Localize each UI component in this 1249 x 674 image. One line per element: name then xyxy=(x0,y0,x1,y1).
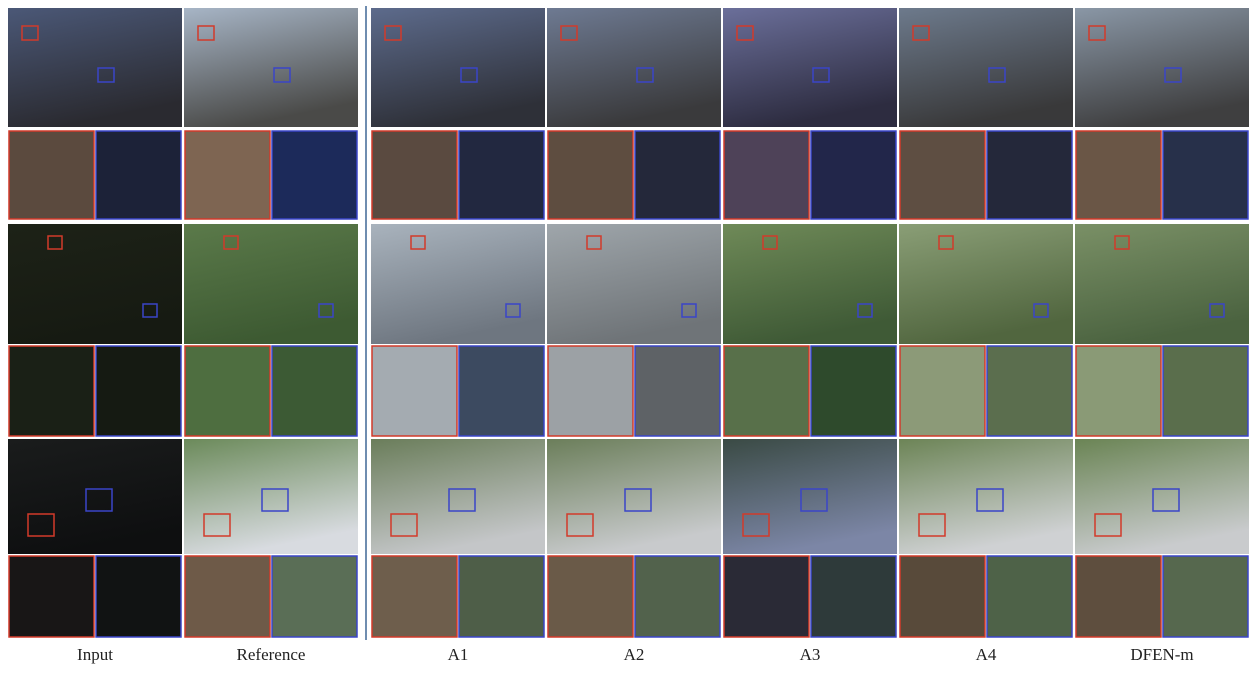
crop-blue xyxy=(987,131,1072,219)
crop-red xyxy=(372,556,457,637)
crop-red xyxy=(724,131,809,219)
crop-red xyxy=(900,131,985,219)
column-label: Reference xyxy=(237,645,306,664)
scene-image xyxy=(8,224,182,344)
crop-blue xyxy=(459,131,544,219)
crop-red xyxy=(548,346,633,436)
scene-image xyxy=(1075,224,1249,344)
crop-red xyxy=(1076,131,1161,219)
crop-red xyxy=(9,556,94,637)
crop-red xyxy=(9,346,94,436)
crop-red xyxy=(900,346,985,436)
crop-red xyxy=(9,131,94,219)
crop-blue xyxy=(811,346,896,436)
crop-red xyxy=(900,556,985,637)
scene-image xyxy=(899,224,1073,344)
figure: Input Reference A1 A2 A3 A4 DFEN-m xyxy=(0,0,1249,669)
column-label: A3 xyxy=(800,645,821,664)
crop-blue xyxy=(811,131,896,219)
column-label: A2 xyxy=(624,645,645,664)
crop-blue xyxy=(1163,131,1248,219)
crop-blue xyxy=(459,346,544,436)
crop-red xyxy=(185,346,270,436)
crop-blue xyxy=(635,346,720,436)
crop-blue xyxy=(635,556,720,637)
crop-red xyxy=(185,131,270,219)
scene-image xyxy=(723,224,897,344)
column-label: A4 xyxy=(976,645,997,664)
crop-red xyxy=(724,346,809,436)
column-label: A1 xyxy=(448,645,469,664)
crop-blue xyxy=(635,131,720,219)
scene-image xyxy=(547,224,721,344)
column-label: DFEN-m xyxy=(1130,645,1193,664)
crop-blue xyxy=(96,131,181,219)
crop-blue xyxy=(987,346,1072,436)
crop-blue xyxy=(96,556,181,637)
crop-red xyxy=(372,131,457,219)
crop-red xyxy=(1076,346,1161,436)
crop-blue xyxy=(811,556,896,637)
crop-red xyxy=(185,556,270,637)
crop-blue xyxy=(96,346,181,436)
crop-blue xyxy=(987,556,1072,637)
crop-blue xyxy=(1163,346,1248,436)
crop-blue xyxy=(272,346,357,436)
crop-red xyxy=(1076,556,1161,637)
crop-red xyxy=(724,556,809,637)
crop-blue xyxy=(272,131,357,219)
crop-blue xyxy=(1163,556,1248,637)
crop-red xyxy=(548,556,633,637)
crop-blue xyxy=(459,556,544,637)
crop-blue xyxy=(272,556,357,637)
scene-image xyxy=(184,224,358,344)
scene-image xyxy=(371,224,545,344)
crop-red xyxy=(548,131,633,219)
crop-red xyxy=(372,346,457,436)
column-label: Input xyxy=(77,645,113,664)
